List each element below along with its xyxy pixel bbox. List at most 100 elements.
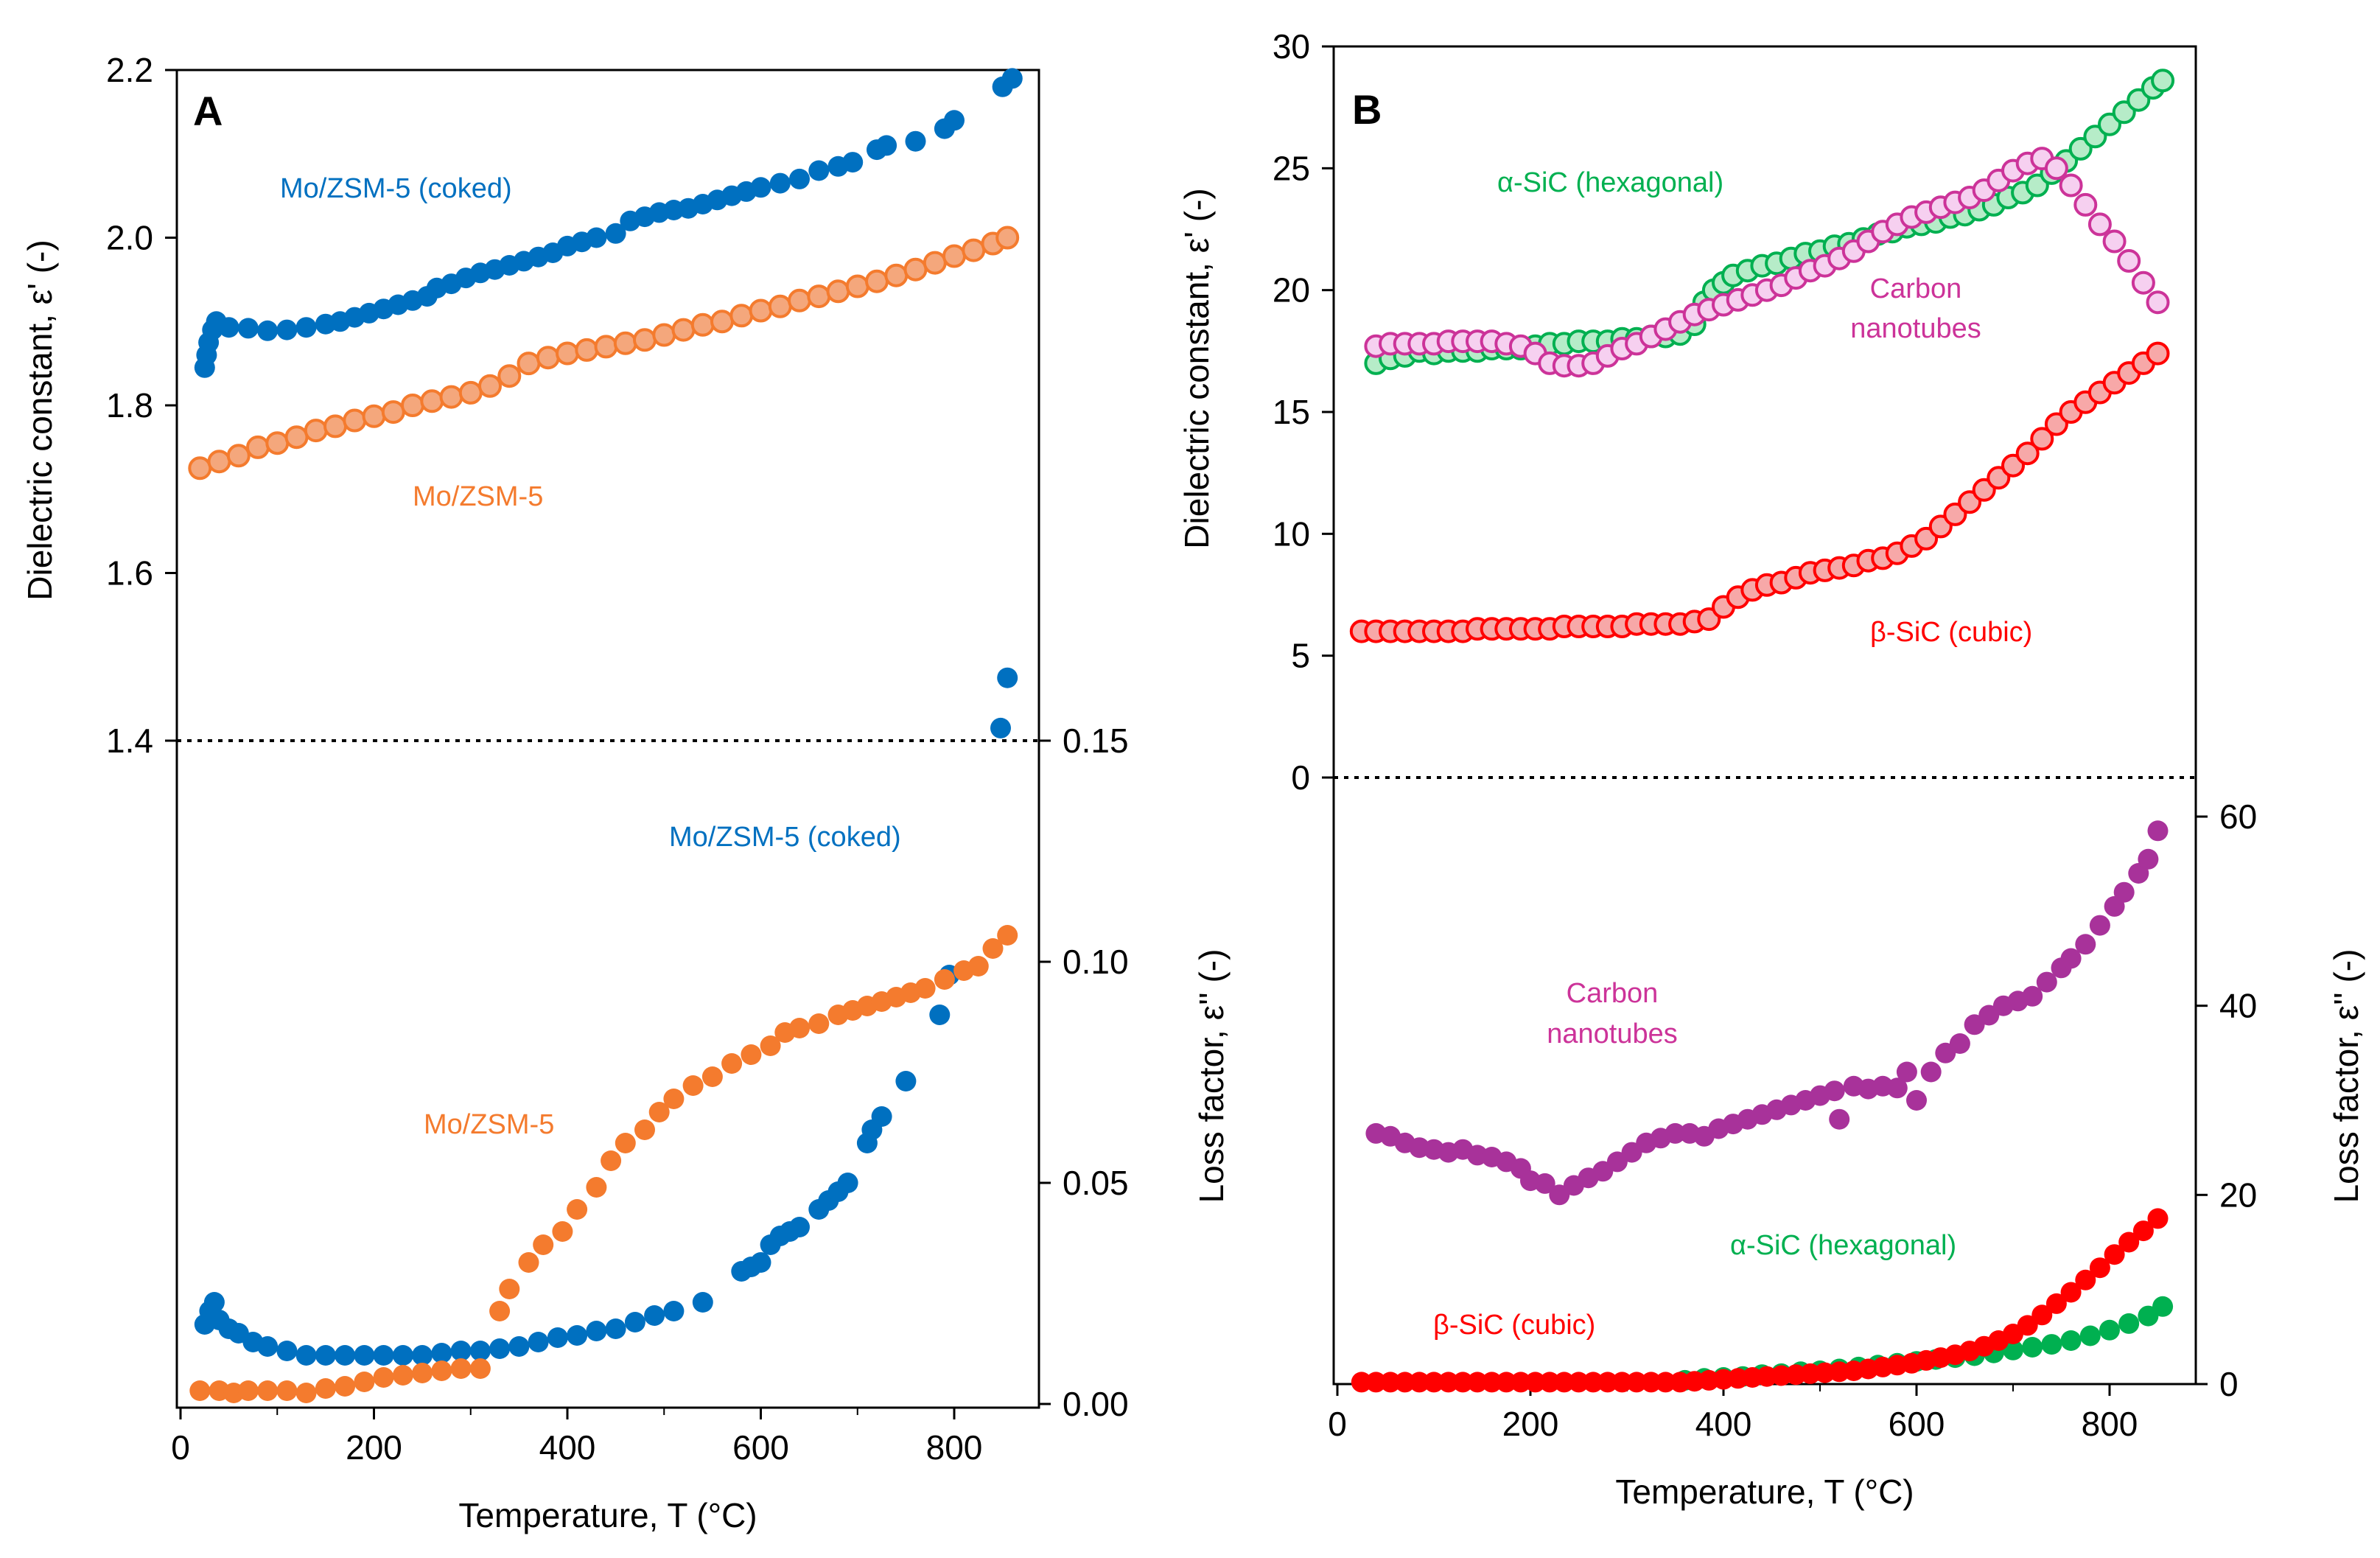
panel-a-lower-yaxis: 0.00 0.05 0.10 0.15 <box>1039 722 1129 1423</box>
data-point <box>362 404 386 428</box>
panel-b-upper-yaxis: 0 5 10 15 20 25 30 <box>1273 27 1334 797</box>
data-point <box>354 1345 375 1366</box>
data-point <box>741 1044 762 1065</box>
data-point <box>1424 1372 1444 1393</box>
data-point <box>648 1102 670 1122</box>
y-tick-label: 0 <box>2219 1365 2239 1403</box>
panel-a-lower-plot <box>189 925 1018 1403</box>
panel-b-frame <box>1332 45 2197 1386</box>
data-point <box>2060 1282 2082 1303</box>
panel-a-letter: A <box>193 88 223 134</box>
panel-a: A 1.4 1.6 1.8 2.0 2.2 0.00 0.05 0.10 0.15 0 200 4… <box>21 51 1231 1534</box>
data-point <box>671 318 696 342</box>
data-point <box>203 1292 225 1313</box>
data-point <box>2022 985 2043 1007</box>
panel-a-lower-ylabel: Loss factor, ε'' (-) <box>1192 949 1231 1204</box>
data-point <box>826 279 850 304</box>
y-tick-label: 0.15 <box>1063 722 1129 760</box>
data-point <box>923 251 947 275</box>
y-tick-label: 1.6 <box>106 554 153 593</box>
data-point <box>392 1365 413 1386</box>
data-point <box>450 1358 472 1379</box>
data-point <box>2045 1293 2067 1314</box>
y-tick-label: 0.00 <box>1063 1385 1129 1423</box>
data-point <box>1655 1372 1676 1393</box>
data-point <box>575 338 599 362</box>
data-point <box>601 1150 622 1171</box>
data-point <box>517 352 541 376</box>
data-point <box>2147 1208 2169 1229</box>
data-point <box>995 226 1020 250</box>
data-point <box>2102 229 2127 254</box>
panel-a-frame <box>175 69 1040 1409</box>
data-point <box>2017 1315 2038 1336</box>
data-point <box>2087 212 2112 237</box>
y-tick-label: 0.10 <box>1063 943 1129 981</box>
data-point <box>489 1301 511 1321</box>
data-point <box>188 456 212 481</box>
series-a-lower-1 <box>189 925 1018 1403</box>
data-point <box>518 1252 539 1273</box>
data-point <box>1597 1372 1618 1393</box>
panel-b-upper-plot <box>1349 69 2175 643</box>
label-a-lower-mozsm: Mo/ZSM-5 <box>424 1109 554 1140</box>
data-point <box>721 1053 743 1074</box>
data-point <box>552 1221 573 1242</box>
data-point <box>2099 1319 2120 1341</box>
data-point <box>2152 1296 2174 1317</box>
data-point <box>997 925 1018 946</box>
data-point <box>533 1234 554 1255</box>
data-point <box>605 1318 626 1339</box>
data-point <box>556 341 579 366</box>
data-point <box>633 328 657 352</box>
data-point <box>690 312 715 337</box>
data-point <box>257 320 279 341</box>
data-point <box>884 263 909 287</box>
data-point <box>276 1380 298 1401</box>
panel-b-xaxis: 0 200 400 600 800 <box>1328 1384 2138 1443</box>
data-point <box>895 1071 917 1091</box>
series-b-upper-1 <box>1364 147 2170 378</box>
data-point <box>567 1199 588 1220</box>
panel-b-letter: B <box>1352 86 1382 133</box>
data-point <box>469 1358 491 1379</box>
data-point <box>401 394 424 417</box>
data-point <box>613 331 637 355</box>
data-point <box>1481 1372 1502 1393</box>
data-point <box>944 110 965 131</box>
data-point <box>207 450 231 474</box>
data-point <box>663 1301 685 1321</box>
data-point <box>295 1383 317 1403</box>
y-tick-label: 25 <box>1273 149 1310 187</box>
data-point <box>1496 1372 1517 1393</box>
x-tick-label: 800 <box>2082 1405 2138 1443</box>
data-point <box>2146 341 2170 366</box>
series-b-lower-2 <box>1351 1208 2169 1393</box>
data-point <box>663 1089 685 1109</box>
data-point <box>789 168 810 189</box>
data-point <box>934 969 955 990</box>
data-point <box>903 257 928 282</box>
data-point <box>2151 69 2175 93</box>
data-point <box>315 1378 336 1399</box>
data-point <box>914 978 936 999</box>
data-point <box>284 425 309 450</box>
data-point <box>2138 848 2159 870</box>
data-point <box>967 956 989 977</box>
data-point <box>2031 1304 2053 1326</box>
data-point <box>257 1336 279 1357</box>
data-point <box>942 244 966 268</box>
data-point <box>807 284 831 309</box>
panel-a-upper-ylabel: Dielectric constant, ε' (-) <box>21 240 59 600</box>
label-a-lower-coked: Mo/ZSM-5 (coked) <box>669 822 901 853</box>
data-point <box>1829 1108 1850 1130</box>
data-point <box>1510 1372 1531 1393</box>
data-point <box>2117 249 2141 273</box>
panel-b-upper-ylabel: Dielectric constant, ε' (-) <box>1177 188 1216 548</box>
x-tick-label: 400 <box>539 1428 596 1467</box>
data-point <box>1553 1372 1575 1393</box>
data-point <box>431 1343 452 1363</box>
data-point <box>508 1336 530 1357</box>
panel-b-lower-plot <box>1351 820 2174 1393</box>
data-point <box>420 389 444 413</box>
